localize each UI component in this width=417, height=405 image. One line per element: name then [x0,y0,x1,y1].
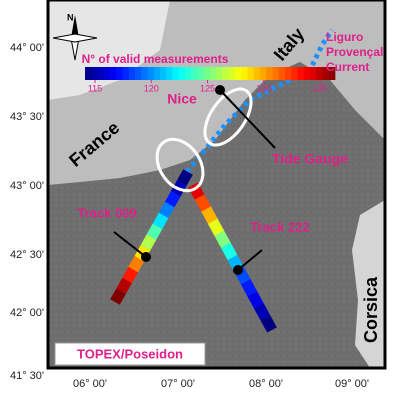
track-segment [127,270,133,281]
colorbar-swatch [310,67,317,80]
colorbar-swatch [191,67,198,80]
colorbar-swatch [210,67,217,80]
colorbar-swatch [260,67,267,80]
colorbar-swatch [91,67,98,80]
x-axis-label: 06° 00' [73,378,107,390]
colorbar-swatch [129,67,136,80]
colorbar-swatch [116,67,123,80]
tide-gauge-dot [215,85,225,95]
colorbar-tick-label: 135 [312,83,327,93]
colorbar-swatch [148,67,155,80]
colorbar-swatch [141,67,148,80]
colorbar-swatch [179,67,186,80]
track-segment [252,294,259,306]
colorbar-tick-label: 120 [144,83,159,93]
badge: TOPEX/Poseidon [77,346,183,361]
y-axis-label: 44° 00' [10,42,44,54]
track-segment [115,291,121,302]
colorbar-swatch [166,67,173,80]
track-segment [206,209,213,221]
current-label-line: Current [326,60,369,74]
track-segment [133,259,139,270]
colorbar-swatch [104,67,111,80]
colorbar-swatch [298,67,305,80]
colorbar-swatch [266,67,273,80]
place-label: Corsica [361,276,381,343]
colorbar-swatch [273,67,280,80]
colorbar-swatch [98,67,105,80]
colorbar-swatch [279,67,286,80]
colorbar-swatch [160,67,167,80]
track-segment [152,226,158,237]
track-segment [121,280,127,291]
track-segment [246,282,253,294]
x-axis-label: 08° 00' [249,378,283,390]
crossover-dot [233,265,243,275]
colorbar-swatch [254,67,261,80]
colorbar-swatch [235,67,242,80]
y-axis-label: 42° 00' [10,307,44,319]
track-segment [226,245,233,257]
colorbar-swatch [316,67,323,80]
track-segment [158,215,164,226]
tide-gauge-label: Tide Gauge [272,151,348,167]
track-label: Track 222 [250,219,309,234]
track-segment [170,194,176,205]
place-label: Nice [167,91,197,107]
colorbar-swatch [135,67,142,80]
x-axis-label: 09° 00' [335,378,369,390]
colorbar-swatch [85,67,92,80]
compass-label: N [67,12,74,22]
y-axis-label: 43° 00' [10,180,44,192]
y-axis-label: 41° 30' [10,370,44,382]
colorbar-swatch [241,67,248,80]
track-segment [182,172,188,183]
colorbar-swatch [204,67,211,80]
current-label-line: Liguro [326,30,363,44]
colorbar-swatch [285,67,292,80]
colorbar-tick-label: 130 [256,83,271,93]
current-label-line: Provençal [326,45,383,59]
colorbar-swatch [248,67,255,80]
track-label: Track 009 [77,205,136,220]
track-segment [200,197,207,209]
map: N 115 120 125 130 135 N° of valid measuremen… [0,0,417,400]
track-segment [219,233,226,245]
track-segment [265,318,272,330]
colorbar-tick-label: 115 [88,83,102,93]
colorbar-swatch [198,67,205,80]
colorbar-swatch [223,67,230,80]
colorbar-swatch [154,67,161,80]
colorbar-swatch [304,67,311,80]
colorbar-tick-label: 125 [200,83,215,93]
colorbar-swatch [229,67,236,80]
colorbar-swatch [291,67,298,80]
y-axis-label: 42° 30' [10,249,44,261]
colorbar-swatch [216,67,223,80]
track-segment [145,237,151,248]
colorbar-swatch [123,67,130,80]
track-segment [213,221,220,233]
colorbar-swatch [185,67,192,80]
track-segment [164,205,170,216]
colorbar-swatch [110,67,117,80]
colorbar-swatch [173,67,180,80]
colorbar-title: N° of valid measurements [82,52,229,66]
track-segment [259,306,266,318]
crossover-dot [141,252,151,262]
x-axis-label: 07° 00' [161,378,195,390]
y-axis-label: 43° 30' [10,111,44,123]
